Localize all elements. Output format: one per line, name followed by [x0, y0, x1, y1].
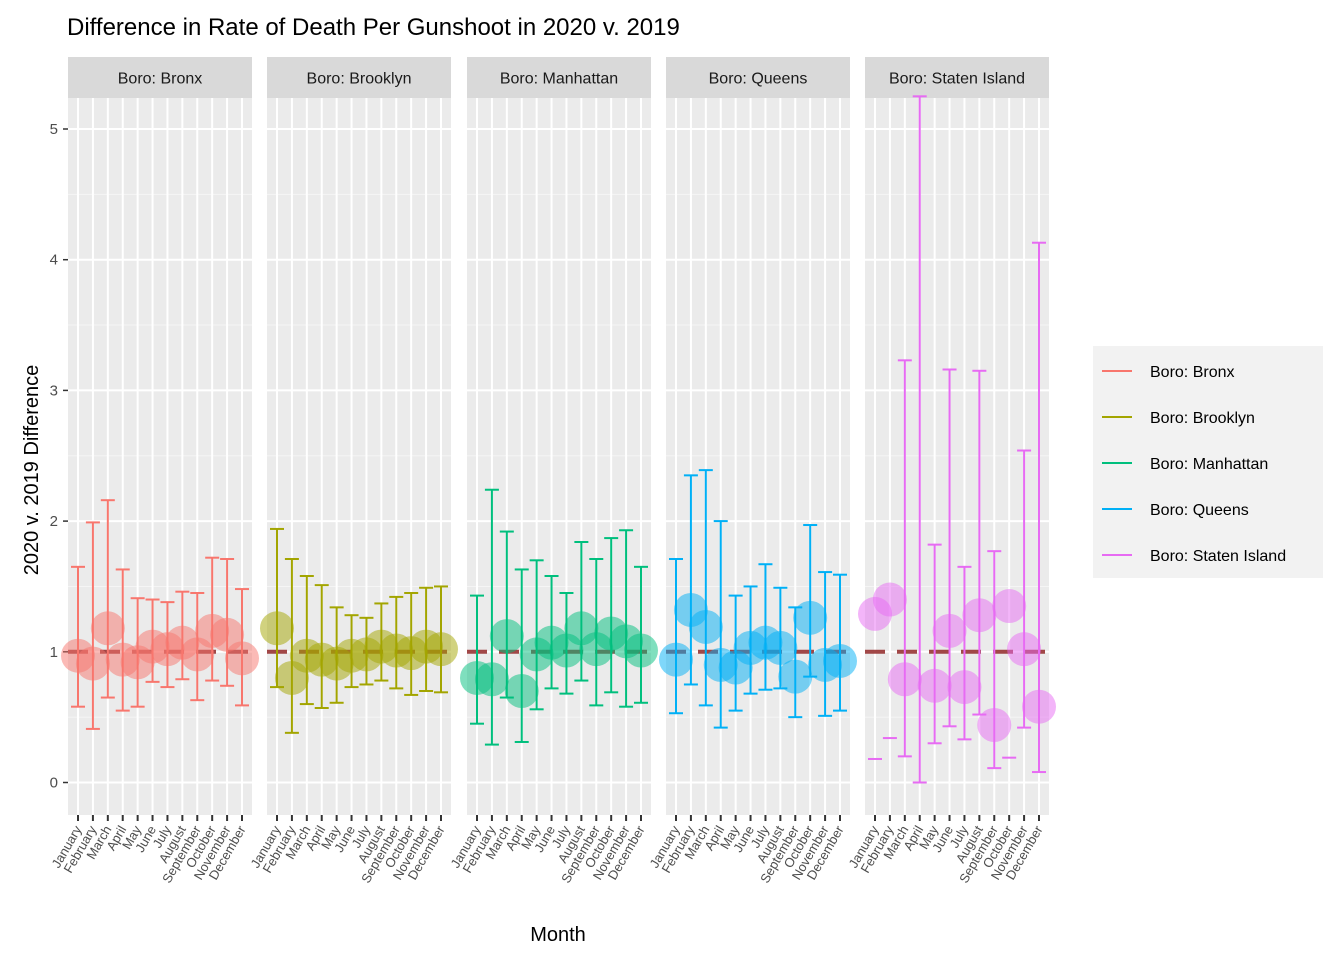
- y-tick-label: 4: [50, 252, 58, 269]
- data-point: [489, 619, 524, 654]
- error-bar: [284, 558, 299, 734]
- data-point: [763, 630, 798, 665]
- facet-strip-label: Boro: Brooklyn: [307, 71, 412, 88]
- legend-label: Boro: Queens: [1150, 502, 1249, 519]
- legend: Boro: Bronx Boro: Brooklyn Boro: Manhattan…: [1093, 346, 1323, 578]
- panel-background: [666, 98, 850, 815]
- panel-background: [865, 98, 1049, 815]
- data-point: [90, 611, 125, 646]
- data-point: [872, 582, 907, 617]
- panel-background: [68, 98, 252, 815]
- facet-strip: [267, 57, 451, 98]
- legend-item: Boro: Staten Island: [1100, 537, 1286, 573]
- data-point: [793, 600, 828, 635]
- error-bar: [1017, 449, 1032, 729]
- data-point: [947, 670, 982, 705]
- panel-background: [267, 98, 451, 815]
- error-bar: [604, 537, 619, 694]
- data-point: [887, 662, 922, 697]
- legend-item: Boro: Brooklyn: [1100, 399, 1255, 435]
- facet-panel: Boro: QueensJanuaryFebruaryMarchAprilMay…: [646, 57, 857, 886]
- facet-strip: [467, 57, 651, 98]
- data-point: [260, 611, 294, 646]
- data-point: [992, 589, 1027, 624]
- facet-panel: Boro: ManhattanJanuaryFebruaryMarchApril…: [447, 57, 658, 886]
- error-bar: [115, 568, 130, 712]
- y-axis-title: 2020 v. 2019 Difference: [21, 365, 43, 576]
- error-bar: [942, 368, 957, 728]
- data-point: [474, 662, 509, 697]
- data-point: [688, 609, 723, 644]
- facet-strip: [68, 57, 252, 98]
- panel-background: [467, 98, 651, 815]
- facet-strip-label: Boro: Manhattan: [500, 71, 618, 88]
- error-bar: [669, 558, 683, 715]
- data-point: [504, 674, 539, 709]
- error-bar: [619, 529, 634, 708]
- legend-label: Boro: Manhattan: [1150, 456, 1268, 473]
- data-point: [932, 613, 967, 648]
- error-bar: [683, 474, 698, 686]
- legend-label: Boro: Bronx: [1150, 364, 1234, 381]
- facet-panel: Boro: Staten IslandJanuaryFebruaryMarchA…: [845, 57, 1056, 886]
- y-tick-label: 1: [50, 644, 58, 661]
- error-bar: [957, 565, 972, 741]
- error-bar: [912, 95, 927, 784]
- y-tick-label: 2: [50, 513, 58, 530]
- error-bar: [470, 594, 484, 725]
- data-point: [778, 659, 813, 694]
- data-point: [977, 707, 1012, 742]
- data-point: [1007, 632, 1042, 667]
- facet-strip-label: Boro: Staten Island: [889, 71, 1025, 88]
- data-point: [624, 633, 658, 668]
- legend-item: Boro: Queens: [1100, 491, 1249, 527]
- legend-item: Boro: Manhattan: [1100, 445, 1268, 481]
- facet-panel: Boro: BrooklynJanuaryFebruaryMarchAprilM…: [247, 57, 458, 886]
- chart-title: Difference in Rate of Death Per Gunshoot…: [67, 14, 680, 41]
- data-point: [75, 646, 110, 681]
- y-tick-label: 3: [50, 382, 58, 399]
- facet-strip: [865, 57, 1049, 98]
- facet-strip-label: Boro: Queens: [709, 71, 808, 88]
- data-point: [659, 642, 693, 677]
- y-tick-label: 5: [50, 121, 58, 138]
- error-bar: [833, 573, 847, 712]
- facet-strip-label: Boro: Bronx: [118, 71, 202, 88]
- data-point: [962, 598, 997, 633]
- y-tick-label: 0: [50, 775, 58, 792]
- data-point: [917, 668, 952, 703]
- error-bar: [818, 571, 833, 717]
- error-bar: [927, 543, 942, 745]
- error-bar: [484, 488, 499, 746]
- data-point: [823, 643, 857, 678]
- facet-panel: Boro: BronxJanuaryFebruaryMarchAprilMayJ…: [48, 57, 259, 886]
- data-point: [1022, 689, 1056, 724]
- data-point: [424, 632, 458, 667]
- data-point: [225, 641, 259, 676]
- error-bar: [1032, 241, 1046, 774]
- error-bar: [71, 565, 85, 708]
- facet-strip: [666, 57, 850, 98]
- legend-label: Boro: Brooklyn: [1150, 410, 1255, 427]
- legend-label: Boro: Staten Island: [1150, 548, 1286, 565]
- x-axis-title: Month: [530, 924, 586, 946]
- legend-item: Boro: Bronx: [1100, 353, 1234, 389]
